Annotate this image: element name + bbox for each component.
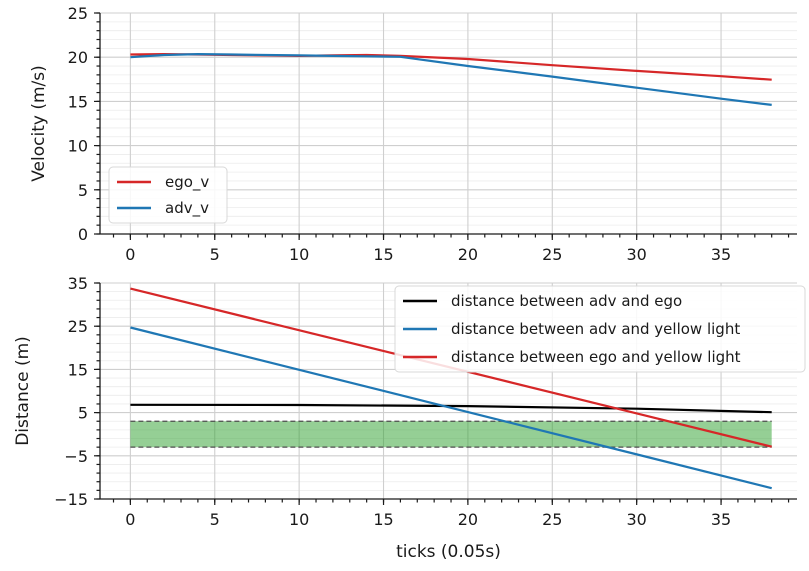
legend-label-1: distance between adv and yellow light [451,320,740,338]
safe-band-fill [130,421,772,448]
velocity-x-tick-label: 15 [373,245,393,264]
velocity-x-tick-label: 20 [458,245,478,264]
velocity-y-tick-label: 25 [68,4,88,23]
velocity-x-tick-label: 0 [125,245,135,264]
distance-legend: distance between adv and ego distance bet… [394,285,806,373]
legend-label-0: ego_v [165,173,209,192]
distance-x-axis-label: ticks (0.05s) [396,542,501,562]
legend-label-2: distance between ego and yellow light [451,348,741,366]
distance-x-tick-label: 35 [711,510,731,529]
distance-x-tick-label: 15 [373,510,393,529]
distance-y-tick-label: −5 [64,447,88,466]
legend-label-0: distance between adv and ego [451,292,682,310]
velocity-legend: ego_v adv_v [108,166,228,224]
distance-y-tick-label: 25 [68,317,88,336]
series-line-1 [130,326,772,490]
velocity-panel: 0 5 10 15 20 25 30 35 0 5 10 15 20 25 Velocity (m/s) eg… [29,4,797,264]
distance-x-tick-label: 10 [289,510,309,529]
velocity-x-tick-label: 35 [711,245,731,264]
velocity-x-tick-label: 25 [542,245,562,264]
series-line-1 [130,52,772,106]
distance-y-axis-label: Distance (m) [13,336,33,446]
distance-x-tick-label: 30 [626,510,646,529]
velocity-x-tick-label: 30 [626,245,646,264]
distance-y-tick-label: 15 [68,360,88,379]
velocity-y-tick-label: 0 [78,225,88,244]
distance-y-tick-label: 5 [78,404,88,423]
velocity-x-tick-label: 10 [289,245,309,264]
distance-x-tick-label: 5 [210,510,220,529]
legend-label-1: adv_v [165,199,209,218]
series-line-0 [130,52,772,81]
velocity-y-tick-label: 20 [68,48,88,67]
legend-box [394,285,806,373]
velocity-x-tick-label: 5 [210,245,220,264]
series-line-0 [130,403,772,414]
distance-y-tick-label: −15 [54,490,88,509]
distance-x-tick-label: 25 [542,510,562,529]
velocity-y-axis-label: Velocity (m/s) [29,65,49,182]
distance-x-tick-label: 20 [458,510,478,529]
distance-panel: 0 5 10 15 20 25 30 35 −15 −5 5 15 25 35 Distance (m) ti… [13,274,806,562]
distance-y-tick-label: 35 [68,274,88,293]
distance-x-tick-label: 0 [125,510,135,529]
velocity-y-tick-label: 10 [68,137,88,156]
velocity-y-tick-label: 5 [78,181,88,200]
velocity-y-tick-label: 15 [68,92,88,111]
